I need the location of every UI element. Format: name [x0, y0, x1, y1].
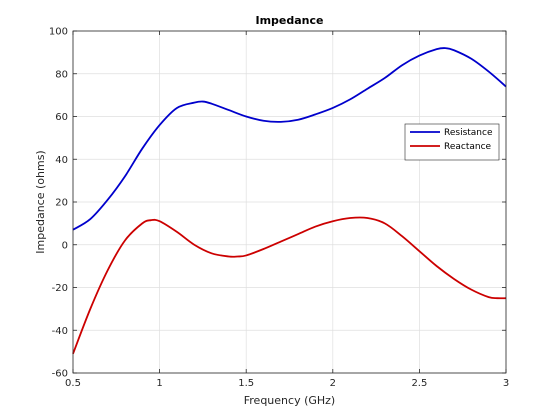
y-tick-label: 20	[55, 198, 68, 209]
series-lines	[72, 47, 507, 355]
x-tick-label: 0.5	[65, 378, 81, 389]
y-axis-label: Impedance (ohms)	[34, 150, 47, 253]
y-tick-label: 100	[49, 27, 68, 38]
chart-title: Impedance	[256, 14, 324, 27]
y-tick-label: 60	[55, 112, 68, 123]
y-tick-label: -40	[52, 326, 68, 337]
ticks: 0.5 1 1.5 2 2.5 3 -60 -40 -20 0 20 40 60 80 100	[49, 27, 509, 390]
x-tick-label: 3	[503, 378, 509, 389]
x-tick-label: 1	[156, 378, 162, 389]
legend-label-resistance: Resistance	[444, 128, 493, 138]
x-tick-label: 2.5	[411, 378, 427, 389]
legend-box	[404, 123, 500, 161]
series-line-reactance	[72, 216, 507, 355]
x-axis-label: Frequency (GHz)	[244, 394, 335, 407]
y-tick-label: -60	[52, 369, 68, 380]
legend: Resistance Reactance	[404, 123, 500, 161]
y-tick-label: -20	[52, 283, 68, 294]
y-tick-label: 80	[55, 69, 68, 80]
series-line-resistance	[72, 47, 507, 231]
x-tick-label: 1.5	[238, 378, 254, 389]
y-tick-label: 40	[55, 155, 68, 166]
y-tick-label: 0	[62, 240, 68, 251]
legend-label-reactance: Reactance	[444, 142, 492, 152]
x-tick-label: 2	[330, 378, 336, 389]
